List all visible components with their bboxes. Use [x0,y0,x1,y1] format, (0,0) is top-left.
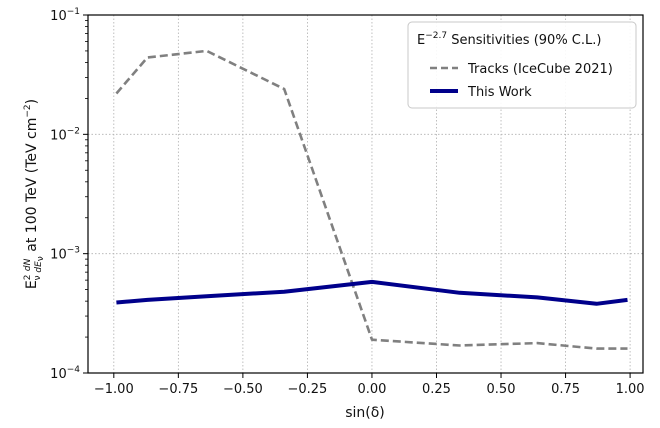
y-axis-ticks: 10−4 10−3 10−2 10−1 [50,7,88,382]
x-tick-label: −0.25 [287,382,327,397]
legend-label-this-work: This Work [467,85,532,100]
x-tick-label: 0.50 [487,382,516,397]
series-line-this-work [116,279,628,306]
legend-box [407,21,637,109]
y-axis-label: E2ν dNdEν at 100 TeV (TeV cm−2) [23,99,46,289]
legend: E−2.7 Sensitivities (90% C.L.) Tracks (I… [407,21,637,109]
series [115,49,628,350]
x-tick-label: −1.00 [94,382,134,397]
x-tick-label: 1.00 [616,382,645,397]
y-tick-label: 10−2 [50,126,80,143]
y-tick-label: 10−1 [50,7,80,24]
x-tick-label: 0.25 [422,382,451,397]
x-tick-label: 0.75 [551,382,580,397]
x-tick-label: 0.00 [357,382,386,397]
y-tick-label: 10−4 [50,365,80,382]
x-tick-label: −0.50 [223,382,263,397]
legend-title: E−2.7 Sensitivities (90% C.L.) [417,31,601,48]
y-tick-label: 10−3 [50,246,80,263]
x-axis-ticks: −1.00 −0.75 −0.50 −0.25 0.00 0.25 0.50 0.75 1.00 [94,373,645,397]
legend-label-tracks: Tracks (IceCube 2021) [467,62,613,77]
series-line-tracks [115,49,628,350]
x-axis-label: sin(δ) [345,405,385,421]
plot-frame [87,14,644,374]
x-tick-label: −0.75 [158,382,198,397]
